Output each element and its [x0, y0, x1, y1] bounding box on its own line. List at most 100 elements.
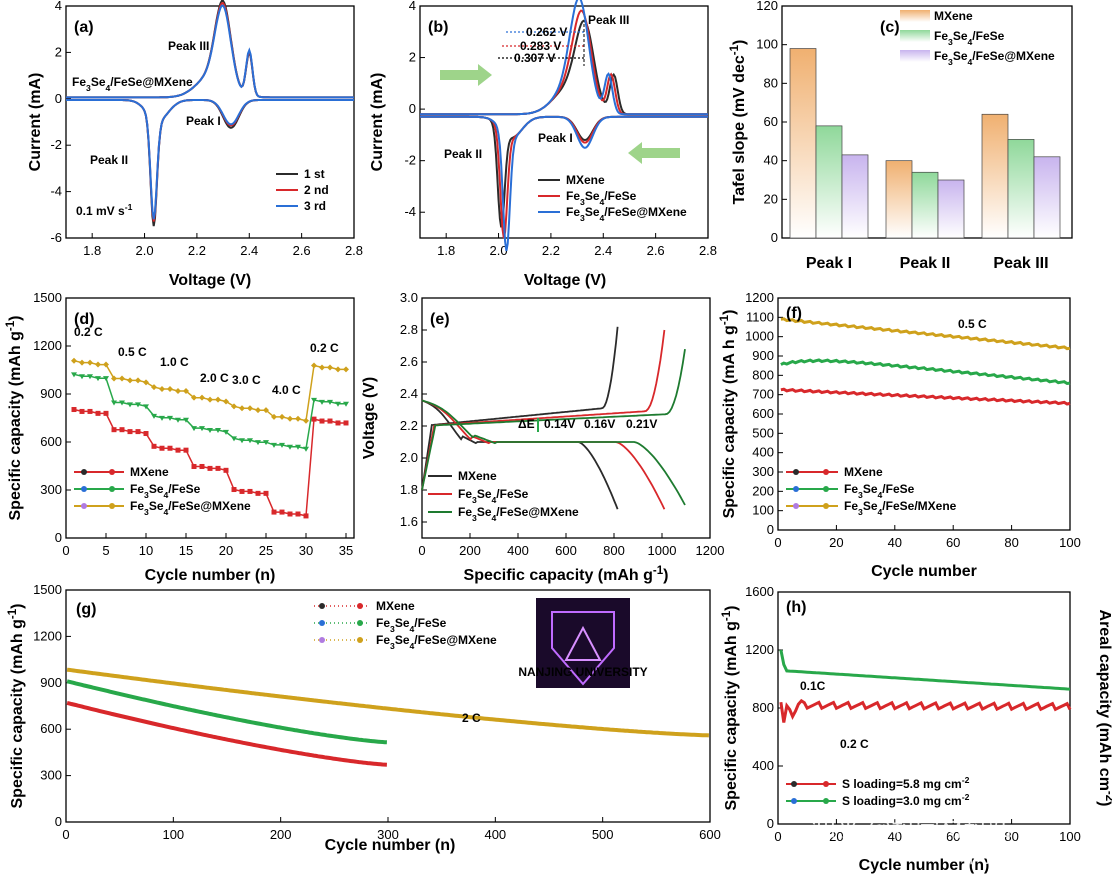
panel-label: (g) — [76, 601, 96, 618]
legend-marker — [793, 486, 799, 492]
marker — [143, 379, 149, 386]
marker — [175, 387, 181, 394]
x-tick-label: 2.4 — [240, 243, 258, 258]
y-tick-label: 2.4 — [400, 386, 418, 401]
y-tick-label: 2.6 — [400, 354, 418, 369]
annotation-v2: 0.16V — [584, 417, 615, 431]
marker — [343, 366, 349, 373]
marker — [159, 415, 165, 421]
marker — [223, 429, 229, 435]
x-axis-label: Cycle number (n) — [325, 837, 456, 854]
panel-f: 0 20 40 60 80 1000100200300400500600700800900… — [719, 290, 1081, 580]
shield-icon — [551, 611, 615, 686]
y-axis-label: Voltage (V) — [361, 377, 378, 459]
annotation-v3: 0.21V — [626, 417, 657, 431]
y-tick-label: 100 — [756, 37, 778, 52]
marker — [167, 415, 173, 421]
arrow-right-icon — [440, 64, 492, 86]
marker — [175, 417, 181, 423]
marker — [127, 402, 133, 408]
x-tick-label: 20 — [829, 535, 843, 550]
marker — [71, 357, 77, 364]
y-tick-label: 4 — [409, 0, 416, 13]
x-tick-label: 10 — [139, 543, 153, 558]
marker — [79, 359, 85, 366]
y2-tick-label: 6 — [0, 0, 7, 3]
x-tick-label: 2.4 — [594, 243, 612, 258]
rate-label: 0.1C — [800, 679, 826, 693]
panel-label: (c) — [880, 19, 900, 36]
marker — [279, 442, 285, 448]
x-tick-label: 25 — [259, 543, 273, 558]
category-label: Peak I — [806, 255, 852, 272]
marker — [215, 428, 221, 433]
marker — [263, 407, 269, 414]
marker — [271, 413, 277, 420]
y-tick-label: 800 — [752, 367, 774, 382]
legend-marker — [823, 781, 829, 787]
y-tick-label: 800 — [752, 700, 774, 715]
x-axis-label: Cycle number — [871, 563, 977, 580]
y-tick-label: 0 — [55, 91, 62, 106]
legend-marker — [81, 469, 87, 475]
x-tick-label: 1.8 — [83, 243, 101, 258]
rate-line-1 — [73, 373, 346, 450]
x-tick-label: 200 — [270, 827, 292, 842]
marker — [127, 429, 133, 435]
legend-text: Fe3Se4/FeSe — [844, 482, 915, 500]
legend-marker — [319, 603, 325, 609]
legend-text: Fe3Se4/FeSe@MXene — [934, 49, 1055, 67]
rate-label: 0.2 C — [310, 341, 339, 355]
y-tick-label: 400 — [752, 758, 774, 773]
panel-b: 1.8 2.0 2.2 2.4 2.6 2.8 -4 -2 0 2 4 (b) Peak III Peak… — [369, 0, 717, 289]
bar-0-2 — [841, 154, 869, 239]
bar-0-0 — [789, 48, 817, 239]
legend-text: 3 rd — [304, 199, 326, 213]
legend-marker — [81, 503, 87, 509]
cycle-series-3 — [780, 317, 1071, 351]
marker — [103, 361, 109, 368]
y-tick-label: 0 — [771, 230, 778, 245]
marker — [287, 415, 293, 422]
legend-marker — [109, 486, 115, 492]
y-tick-label: 500 — [752, 425, 774, 440]
marker — [207, 465, 213, 471]
y2-tick-label: 9 — [0, 0, 7, 3]
x-tick-label: 0 — [418, 543, 425, 558]
panel-label: (e) — [430, 311, 450, 328]
marker — [327, 418, 333, 424]
x-tick-label: 100 — [1059, 829, 1081, 844]
y-tick-label: 2 — [55, 44, 62, 59]
marker — [231, 487, 237, 493]
marker — [247, 488, 253, 494]
x-tick-label: 60 — [946, 535, 960, 550]
legend-text: MXene — [844, 465, 883, 479]
x-tick-label: 100 — [162, 827, 184, 842]
plot-frame — [65, 297, 355, 539]
x-tick-label: 600 — [699, 827, 721, 842]
legend-text: 2 nd — [304, 183, 329, 197]
x-tick-label: 500 — [592, 827, 614, 842]
y-axis-label: Tafel slope (mV dec-1) — [729, 40, 748, 205]
bar-1-0 — [885, 160, 913, 239]
panel-label: (d) — [74, 311, 94, 328]
marker — [159, 445, 165, 451]
overpotential-label: 0.262 V — [526, 25, 567, 39]
bar-1-2 — [937, 179, 965, 239]
y-tick-label: 1200 — [33, 338, 62, 353]
charge-curve-3 — [421, 348, 686, 491]
overpotential-label: 0.283 V — [520, 39, 561, 53]
y-tick-label: 60 — [764, 114, 778, 129]
marker — [119, 427, 125, 433]
y-axis-label: Current (mA) — [369, 73, 386, 172]
legend-marker — [791, 781, 797, 787]
x-tick-label: 2.2 — [188, 243, 206, 258]
marker — [343, 401, 349, 407]
marker — [119, 400, 125, 406]
panel-label: (a) — [74, 19, 94, 36]
x-tick-label: 2.6 — [647, 243, 665, 258]
y-tick-label: 700 — [752, 387, 774, 402]
y-tick-label: 2.2 — [400, 418, 418, 433]
category-label: Peak III — [993, 255, 1048, 272]
